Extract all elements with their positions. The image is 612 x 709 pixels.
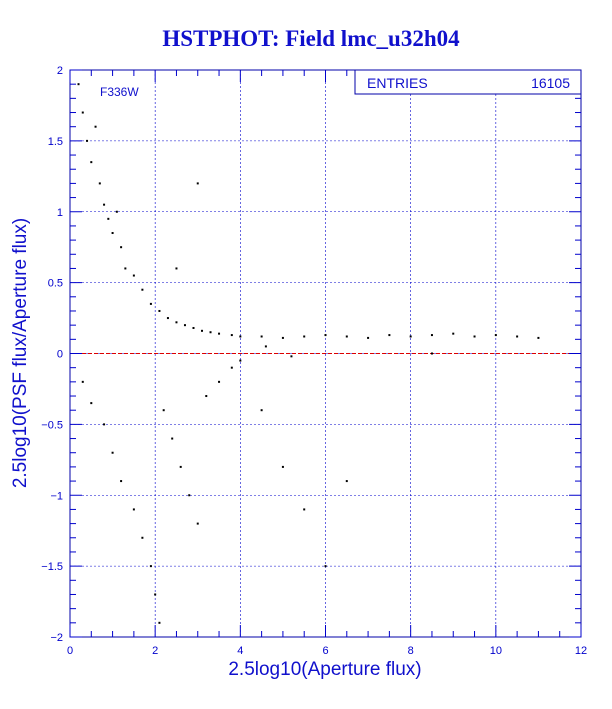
x-axis-label: 2.5log10(Aperture flux): [228, 659, 421, 680]
data-point: [324, 565, 327, 568]
data-point: [175, 321, 178, 324]
x-tick-label: 2: [152, 645, 158, 657]
x-tick-label: 0: [67, 645, 73, 657]
y-tick-label: 0: [57, 349, 63, 361]
data-point: [345, 335, 348, 338]
data-point: [196, 522, 199, 525]
data-point: [239, 359, 242, 362]
data-point: [111, 232, 114, 235]
data-point: [205, 395, 208, 398]
data-point: [77, 83, 80, 86]
data-point: [264, 345, 267, 348]
data-point: [209, 331, 212, 334]
y-axis-label: 2.5log10(PSF flux/Aperture flux): [10, 218, 31, 488]
data-point: [188, 494, 191, 497]
y-tick-label: −1.5: [41, 561, 63, 573]
data-point: [537, 336, 540, 339]
data-point: [158, 621, 161, 624]
data-point: [452, 332, 455, 335]
data-point: [149, 302, 152, 305]
data-point: [473, 335, 476, 338]
y-tick-label: 2: [57, 65, 63, 77]
data-point: [281, 465, 284, 468]
chart-title: HSTPHOT: Field lmc_u32h04: [162, 26, 460, 51]
y-tick-labels: −2 −1.5 −1 −0.5 0 0.5 1 1.5 2: [41, 65, 63, 644]
y-tick-label: −0.5: [41, 419, 63, 431]
x-tick-labels: 0 2 4 6 8 10 12: [67, 645, 587, 657]
data-point: [132, 274, 135, 277]
data-point: [90, 161, 93, 164]
data-point: [115, 210, 118, 213]
y-tick-label: 1.5: [48, 136, 63, 148]
data-point: [154, 593, 157, 596]
data-point: [183, 324, 186, 327]
data-point: [388, 334, 391, 337]
data-point: [132, 508, 135, 511]
data-point: [111, 451, 114, 454]
data-point: [179, 465, 182, 468]
stats-box-frame: [354, 69, 582, 95]
x-tick-label: 8: [408, 645, 414, 657]
data-point: [120, 246, 123, 249]
data-point: [218, 380, 221, 383]
data-point: [218, 332, 221, 335]
data-points: [77, 83, 540, 624]
grid: [70, 70, 581, 637]
data-point: [90, 402, 93, 405]
data-point: [81, 380, 84, 383]
x-tick-label: 4: [237, 645, 243, 657]
data-point: [171, 437, 174, 440]
data-point: [345, 480, 348, 483]
data-point: [94, 125, 97, 128]
data-point: [430, 334, 433, 337]
data-point: [124, 267, 127, 270]
data-point: [149, 565, 152, 568]
data-point: [192, 326, 195, 329]
data-point: [141, 288, 144, 291]
x-tick-label: 12: [575, 645, 587, 657]
x-tick-label: 10: [490, 645, 502, 657]
data-point: [141, 536, 144, 539]
data-point: [324, 334, 327, 337]
data-point: [107, 217, 110, 220]
data-point: [303, 508, 306, 511]
data-point: [494, 334, 497, 337]
stats-entries-label: ENTRIES: [367, 75, 428, 91]
stats-box: ENTRIES 16105: [354, 69, 582, 95]
data-point: [239, 335, 242, 338]
data-point: [98, 182, 101, 185]
x-tick-label: 6: [322, 645, 328, 657]
filter-annotation: F336W: [100, 85, 139, 99]
stats-entries-value: 16105: [531, 75, 570, 91]
data-point: [158, 309, 161, 312]
data-point: [230, 366, 233, 369]
data-point: [86, 139, 89, 142]
data-point: [201, 329, 204, 332]
data-point: [81, 111, 84, 114]
y-tick-label: −2: [50, 632, 63, 644]
y-tick-label: −1: [50, 490, 63, 502]
data-point: [103, 423, 106, 426]
data-point: [196, 182, 199, 185]
data-point: [120, 480, 123, 483]
data-point: [516, 335, 519, 338]
data-point: [175, 267, 178, 270]
data-point: [103, 203, 106, 206]
data-point: [281, 336, 284, 339]
data-point: [409, 335, 412, 338]
data-point: [230, 334, 233, 337]
y-tick-label: 0.5: [48, 278, 63, 290]
data-point: [260, 409, 263, 412]
y-tick-label: 1: [57, 207, 63, 219]
data-point: [430, 352, 433, 355]
data-point: [290, 355, 293, 358]
data-point: [162, 409, 165, 412]
data-point: [166, 317, 169, 320]
data-point: [260, 335, 263, 338]
data-point: [303, 335, 306, 338]
data-point: [367, 336, 370, 339]
